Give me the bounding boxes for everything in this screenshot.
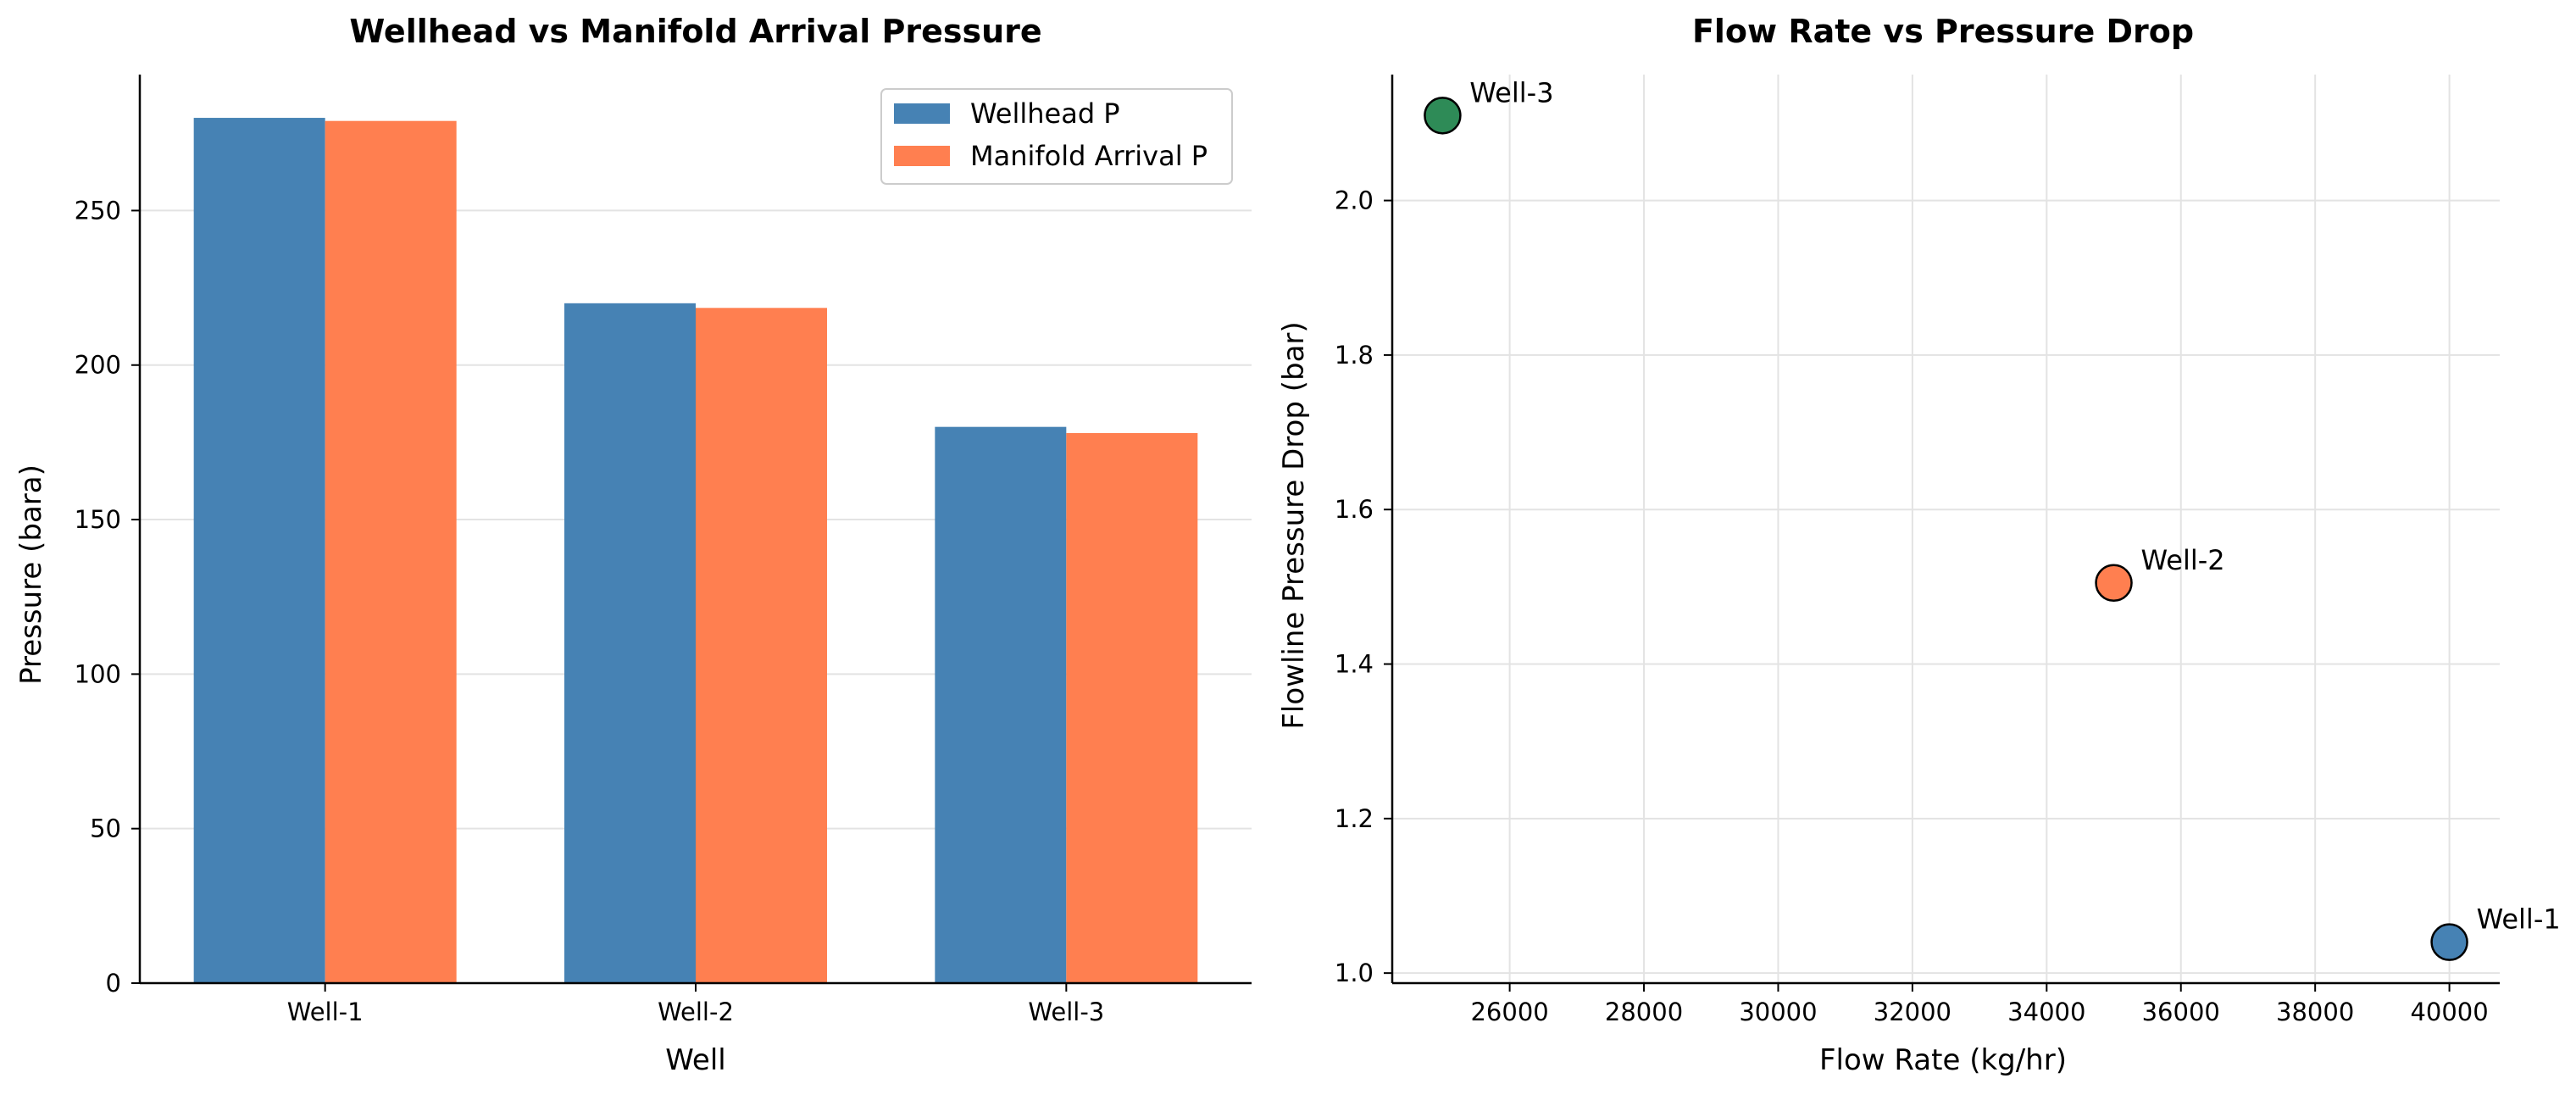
bar-chart-legend: Wellhead P Manifold Arrival P (880, 88, 1233, 185)
bar-chart-x-axis-label: Well (665, 1043, 725, 1077)
scatter-y-tick-label: 1.0 (1335, 959, 1374, 987)
bar-chart-title: Wellhead vs Manifold Arrival Pressure (349, 13, 1041, 50)
scatter-point-label-well-3: Well-3 (1469, 76, 1553, 108)
scatter-y-tick-label: 1.6 (1335, 495, 1374, 524)
scatter-chart-y-ticks: 1.0 1.2 1.4 1.6 1.8 2.0 (1335, 186, 1392, 987)
scatter-y-tick-label: 2.0 (1335, 186, 1374, 215)
bar-manifold-well-2 (696, 308, 827, 984)
scatter-chart-x-ticks: 26000 28000 30000 32000 34000 36000 38000 40000 (1470, 983, 2489, 1026)
scatter-x-tick-label: 28000 (1605, 998, 1683, 1026)
bar-chart-y-ticks: 0 50 100 150 200 250 (75, 196, 140, 998)
bar-chart-panel: Wellhead vs Manifold Arrival Pressure 0 5… (14, 13, 1252, 1077)
scatter-x-tick-label: 34000 (2007, 998, 2085, 1026)
bar-x-tick-label: Well-1 (287, 998, 364, 1026)
bar-wellhead-well-3 (935, 426, 1067, 983)
scatter-x-tick-label: 30000 (1739, 998, 1817, 1026)
bar-x-tick-label: Well-3 (1028, 998, 1104, 1026)
bar-wellhead-well-2 (564, 303, 696, 983)
bar-x-tick-label: Well-2 (658, 998, 734, 1026)
scatter-point-well-3 (1424, 97, 1462, 135)
bar-chart-bars (193, 118, 1198, 984)
scatter-chart-x-axis-label: Flow Rate (kg/hr) (1819, 1043, 2067, 1077)
scatter-chart-points: Well-1 Well-2 Well-3 (1424, 76, 2561, 961)
bar-y-tick-label: 150 (75, 505, 121, 534)
scatter-point-well-2 (2095, 564, 2133, 603)
bar-y-tick-label: 250 (75, 196, 121, 225)
scatter-point-label-well-2: Well-2 (2141, 544, 2225, 576)
legend-swatch-wellhead (894, 103, 950, 124)
scatter-chart-axes (1391, 75, 2500, 985)
scatter-chart-title: Flow Rate vs Pressure Drop (1692, 13, 2194, 50)
bar-y-tick-label: 100 (75, 659, 121, 688)
scatter-point-label-well-1: Well-1 (2477, 903, 2561, 936)
legend-label-manifold: Manifold Arrival P (970, 140, 1208, 172)
scatter-x-tick-label: 40000 (2410, 998, 2488, 1026)
scatter-chart-gridlines (1392, 75, 2500, 983)
scatter-chart-panel: Flow Rate vs Pressure Drop 1.01.21.41.61… (1277, 13, 2561, 1077)
bar-y-tick-label: 0 (106, 969, 121, 998)
legend-frame (880, 88, 1233, 185)
scatter-x-tick-label: 38000 (2276, 998, 2354, 1026)
bar-manifold-well-1 (325, 120, 457, 984)
legend-swatch-manifold (894, 146, 950, 166)
scatter-x-tick-label: 32000 (1874, 998, 1951, 1026)
scatter-x-tick-label: 26000 (1470, 998, 1548, 1026)
bar-chart-x-ticks: Well-1 Well-2 Well-3 (287, 983, 1104, 1026)
scatter-y-tick-label: 1.8 (1335, 341, 1374, 370)
scatter-chart-y-axis-label: Flowline Pressure Drop (bar) (1277, 321, 1311, 729)
bar-wellhead-well-1 (193, 118, 325, 984)
scatter-point-well-1 (2430, 923, 2468, 961)
bar-y-tick-label: 200 (75, 351, 121, 380)
scatter-y-tick-label: 1.4 (1335, 650, 1374, 679)
legend-label-wellhead: Wellhead P (970, 97, 1120, 130)
bar-manifold-well-3 (1066, 432, 1198, 984)
scatter-y-tick-label: 1.2 (1335, 804, 1374, 833)
scatter-x-tick-label: 36000 (2142, 998, 2220, 1026)
bar-y-tick-label: 50 (90, 814, 121, 843)
bar-chart-y-axis-label: Pressure (bara) (14, 464, 48, 685)
